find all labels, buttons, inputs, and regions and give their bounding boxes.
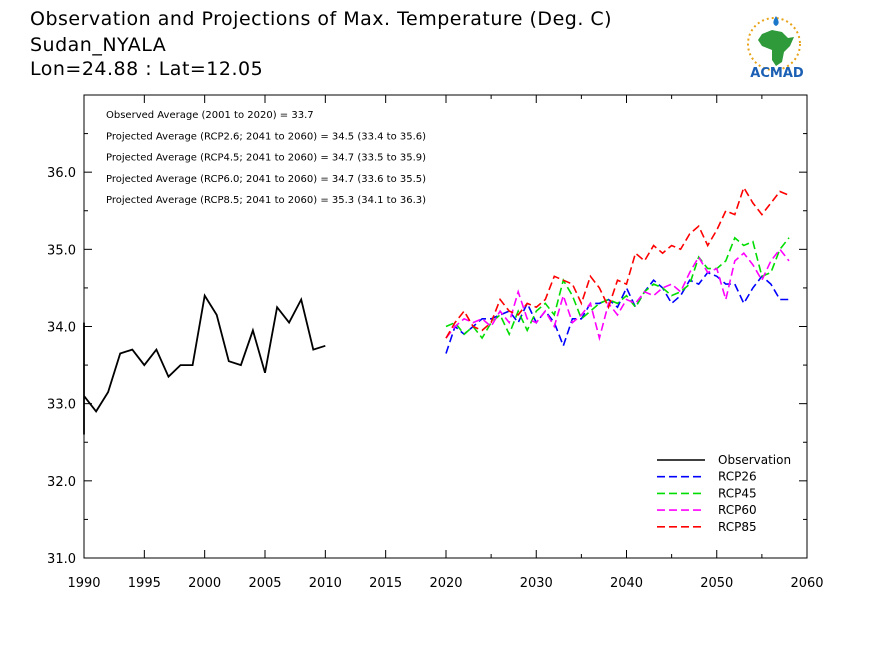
x-tick-label: 2020 [429, 576, 462, 591]
y-tick-label: 34.0 [47, 321, 76, 336]
x-tick-label: 2030 [520, 576, 553, 591]
summary-annotations: Observed Average (2001 to 2020) = 33.7 Pr… [106, 110, 426, 206]
logo-text: ACMAD [750, 66, 804, 81]
y-tick-label: 32.0 [47, 475, 76, 490]
annotation-line: Projected Average (RCP8.5; 2041 to 2060)… [106, 195, 426, 206]
series-line-rcp45 [445, 236, 790, 340]
y-axis: 31.0 32.0 33.0 34.0 35.0 36.0 [47, 133, 807, 567]
y-tick-label: 35.0 [47, 243, 76, 258]
annotation-line: Projected Average (RCP2.6; 2041 to 2060)… [106, 131, 426, 142]
y-tick-label: 33.0 [47, 398, 76, 413]
x-tick-label: 2040 [610, 576, 643, 591]
legend-label: RCP60 [718, 503, 757, 517]
legend-label: RCP26 [718, 470, 757, 484]
annotation-line: Observed Average (2001 to 2020) = 33.7 [106, 110, 314, 121]
legend: Observation RCP26 RCP45 RCP60 RCP85 [657, 453, 791, 534]
annotation-line: Projected Average (RCP6.0; 2041 to 2060)… [106, 174, 426, 185]
y-tick-label: 36.0 [47, 166, 76, 181]
x-tick-label: 2000 [188, 576, 221, 591]
chart-title: Observation and Projections of Max. Temp… [30, 8, 613, 30]
station-coordinates: Lon=24.88 : Lat=12.05 [30, 58, 264, 80]
legend-label: RCP45 [718, 486, 757, 500]
series-line-rcp85 [445, 185, 790, 339]
acmad-logo: ACMAD [747, 16, 804, 81]
x-tick-label: 2050 [700, 576, 733, 591]
annotation-line: Projected Average (RCP4.5; 2041 to 2060)… [106, 153, 426, 164]
series-line-observation [83, 293, 326, 435]
x-tick-label: 1995 [128, 576, 161, 591]
station-name: Sudan_NYALA [30, 34, 167, 56]
plot-frame [83, 94, 808, 559]
x-tick-label: 2005 [248, 576, 281, 591]
series-lines [83, 185, 790, 435]
x-axis: 1990 1995 2000 2005 2010 2015 2020 2030 2040 2050… [67, 95, 824, 591]
y-tick-label: 31.0 [47, 552, 76, 567]
x-tick-label: 2060 [790, 576, 823, 591]
series-line-rcp60 [445, 247, 790, 342]
x-tick-label: 2015 [369, 576, 402, 591]
x-tick-label: 2010 [309, 576, 342, 591]
legend-label: RCP85 [718, 520, 757, 534]
legend-label: Observation [718, 453, 791, 467]
x-tick-label: 1990 [67, 576, 100, 591]
series-line-rcp26 [445, 271, 789, 354]
